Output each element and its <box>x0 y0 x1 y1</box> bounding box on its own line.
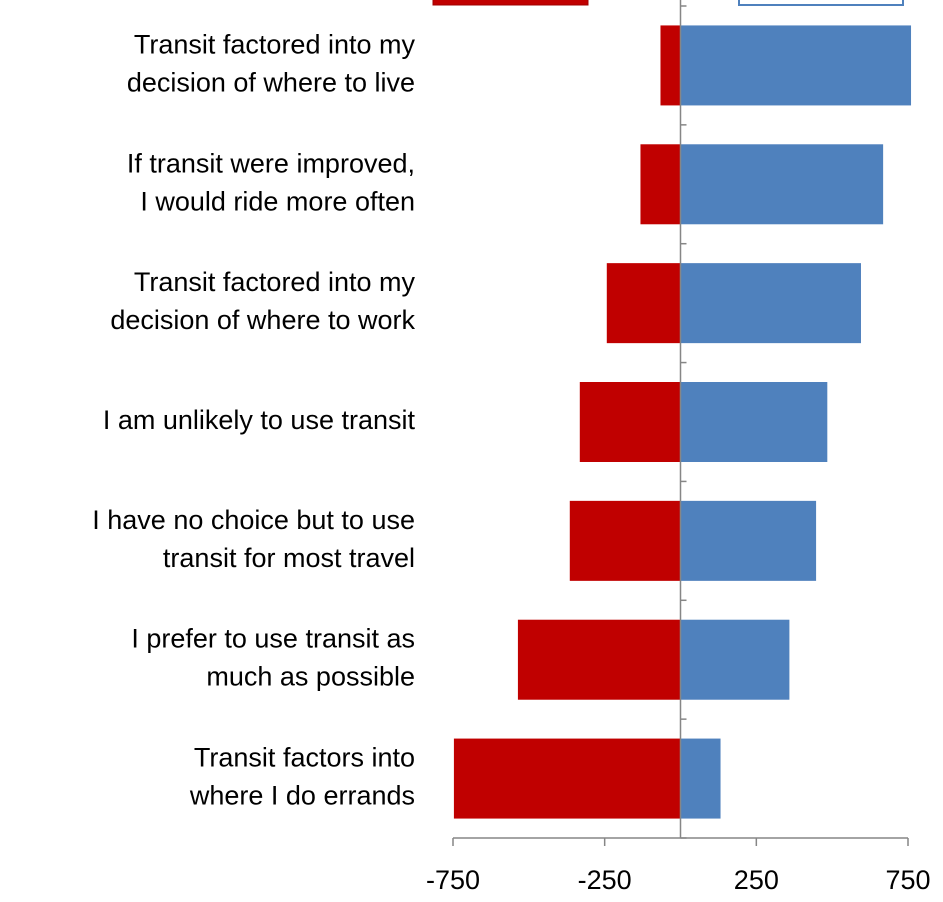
bar <box>606 263 681 344</box>
bar <box>680 500 817 581</box>
category-label-line: much as possible <box>206 662 415 692</box>
category-label: Transit factors into where I do errands <box>189 743 415 811</box>
bar <box>680 738 721 819</box>
bar <box>640 144 681 225</box>
category-label-line: transit for most travel <box>163 543 415 573</box>
bar <box>680 382 828 462</box>
category-label-line: Transit factored into my <box>134 267 416 297</box>
category-label-line: I have no choice but to use <box>92 505 415 535</box>
legend-key <box>432 0 589 6</box>
category-label: I have no choice but to use transit for m… <box>92 505 415 573</box>
category-label: I prefer to use transit as much as possib… <box>131 624 415 692</box>
category-label-line: decision of where to live <box>127 68 415 98</box>
category-label: Transit factored into my decision of wher… <box>110 267 415 335</box>
category-label: I am unlikely to use transit <box>103 405 416 435</box>
x-tick-label: -250 <box>578 865 632 895</box>
bar <box>453 738 681 819</box>
category-label-line: I am unlikely to use transit <box>103 405 416 435</box>
bar <box>579 382 681 462</box>
x-tick-label: 750 <box>885 865 930 895</box>
bar <box>660 25 681 106</box>
bar <box>680 619 790 700</box>
x-tick-label: -750 <box>426 865 480 895</box>
bar <box>517 619 681 700</box>
bar <box>680 263 861 344</box>
category-label-line: where I do errands <box>189 781 415 811</box>
category-label-line: Transit factored into my <box>134 30 416 60</box>
category-label-line: Transit factors into <box>194 743 415 773</box>
category-label-line: I prefer to use transit as <box>131 624 415 654</box>
category-label: Transit factored into my decision of wher… <box>127 30 416 98</box>
category-label-line: If transit were improved, <box>127 148 415 178</box>
category-label: If transit were improved, I would ride mo… <box>127 148 415 216</box>
category-label-line: decision of where to work <box>110 305 415 335</box>
bar <box>569 500 681 581</box>
legend-key <box>738 0 904 6</box>
x-tick-label: 250 <box>734 865 779 895</box>
category-label-line: I would ride more often <box>140 186 415 216</box>
bar <box>680 25 912 106</box>
bar <box>680 144 884 225</box>
